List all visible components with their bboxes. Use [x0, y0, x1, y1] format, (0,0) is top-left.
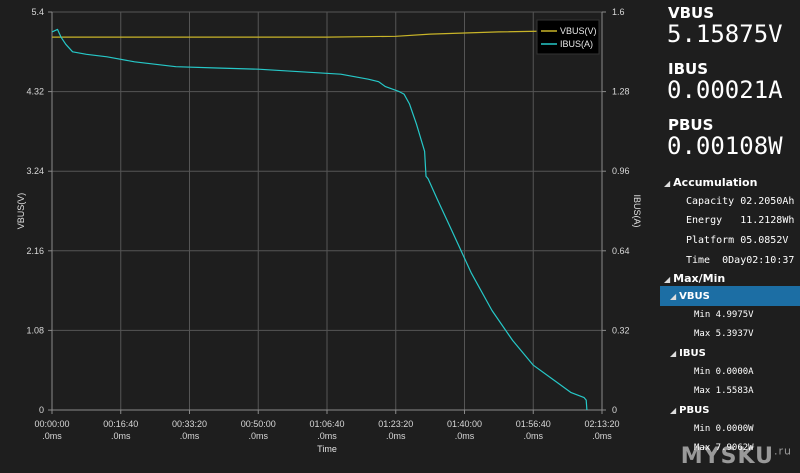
x-tick-sublabel: .0ms [386, 431, 406, 441]
left-axis-ticks: 0 1.08 2.16 3.24 4.32 5.4 [26, 7, 52, 415]
maxmin-vbus-header[interactable]: ◢ VBUS [670, 291, 710, 302]
platform-value: 05.0852V [740, 235, 789, 246]
vbus-value: 5.15875V [667, 20, 783, 48]
chart-grid [52, 11, 603, 410]
maxmin-ibus-header[interactable]: ◢ IBUS [670, 348, 706, 359]
selected-row-highlight [660, 286, 800, 306]
right-axis-title: IBUS(A) [632, 194, 642, 227]
accumulation-title: Accumulation [673, 176, 758, 189]
x-tick-label: 00:50:00 [241, 419, 276, 429]
vbus-label: VBUS [668, 4, 715, 22]
x-tick-label: 00:16:40 [103, 419, 138, 429]
capacity-row: Capacity 02.2050Ah [686, 196, 794, 207]
left-tick-label: 0 [39, 405, 44, 415]
x-tick-label: 00:33:20 [172, 419, 207, 429]
pbus-value: 0.00108W [667, 132, 783, 160]
maxmin-ibus-title: IBUS [679, 348, 706, 359]
platform-row: Platform 05.0852V [686, 235, 788, 246]
accumulation-header[interactable]: ◢ Accumulation [664, 176, 757, 189]
maxmin-pbus-header[interactable]: ◢ PBUS [670, 405, 709, 416]
chart: 0 1.08 2.16 3.24 4.32 5.4 0 0.32 0.64 0.96 1.28 1.… [16, 7, 642, 454]
x-tick-sublabel: .0ms [42, 431, 62, 441]
x-tick-label: 01:56:40 [516, 419, 551, 429]
chart-series [51, 28, 589, 411]
maxmin-header[interactable]: ◢ Max/Min [664, 272, 725, 285]
x-tick-sublabel: .0ms [455, 431, 475, 441]
left-tick-label: 5.4 [31, 7, 44, 17]
ibus-max: Max 1.5583A [694, 386, 754, 396]
right-tick-label: 1.6 [612, 7, 625, 17]
x-tick-label: 01:06:40 [309, 419, 344, 429]
pbus-max: Max 7.9062W [694, 443, 754, 453]
x-axis-title: Time [317, 444, 337, 454]
vbus-series-line [52, 29, 589, 38]
time-value: 0Day02:10:37 [722, 255, 795, 266]
ibus-value: 0.00021A [667, 76, 783, 104]
x-axis-ticks: 00:00:00 .0ms 00:16:40 .0ms 00:33:20 .0ms 00:5… [34, 410, 620, 441]
time-row: Time 0Day02:10:37 [686, 255, 794, 266]
capacity-value: 02.2050Ah [740, 196, 795, 207]
vbus-max: Max 5.3937V [694, 329, 754, 339]
chart-legend[interactable]: VBUS(V) IBUS(A) [536, 19, 600, 55]
watermark-suffix: .ru [774, 444, 792, 458]
x-tick-label: 02:13:20 [584, 419, 619, 429]
left-tick-label: 3.24 [26, 166, 44, 176]
x-tick-sublabel: .0ms [248, 431, 268, 441]
x-tick-label: 01:23:20 [378, 419, 413, 429]
x-tick-sublabel: .0ms [111, 431, 131, 441]
energy-row: Energy 11.2128Wh [686, 215, 794, 226]
platform-label: Platform [686, 235, 735, 246]
legend-label-ibus: IBUS(A) [560, 39, 593, 49]
x-tick-sublabel: .0ms [592, 431, 612, 441]
left-tick-label: 1.08 [26, 325, 44, 335]
right-tick-label: 1.28 [612, 87, 630, 97]
ibus-series-line [51, 28, 588, 411]
x-tick-sublabel: .0ms [523, 431, 543, 441]
vbus-min: Min 4.9975V [694, 310, 754, 320]
time-label: Time [686, 255, 711, 266]
collapse-triangle-icon: ◢ [670, 292, 677, 301]
maxmin-title: Max/Min [673, 272, 726, 285]
x-tick-label: 00:00:00 [34, 419, 69, 429]
right-axis-ticks: 0 0.32 0.64 0.96 1.28 1.6 [602, 7, 630, 415]
watermark: MYSKU.ru [681, 444, 792, 469]
right-tick-label: 0.64 [612, 246, 630, 256]
energy-value: 11.2128Wh [740, 215, 795, 226]
collapse-triangle-icon: ◢ [664, 179, 671, 188]
watermark-text: MYSKU [680, 444, 774, 469]
right-tick-label: 0.32 [612, 325, 630, 335]
maxmin-pbus-title: PBUS [679, 405, 710, 416]
readout-panel: VBUS 5.15875V IBUS 0.00021A PBUS 0.00108… [660, 0, 800, 473]
pbus-min: Min 0.0000W [694, 424, 754, 434]
collapse-triangle-icon: ◢ [670, 349, 677, 358]
left-tick-label: 4.32 [26, 87, 44, 97]
x-tick-sublabel: .0ms [180, 431, 200, 441]
capacity-label: Capacity [686, 196, 735, 207]
collapse-triangle-icon: ◢ [664, 275, 671, 284]
ibus-label: IBUS [668, 60, 708, 78]
pbus-label: PBUS [668, 116, 714, 134]
legend-label-vbus: VBUS(V) [560, 26, 597, 36]
left-tick-label: 2.16 [26, 246, 44, 256]
right-tick-label: 0.96 [612, 166, 630, 176]
left-axis-title: VBUS(V) [16, 193, 26, 230]
energy-label: Energy [686, 215, 723, 226]
maxmin-vbus-title: VBUS [679, 291, 710, 302]
x-tick-sublabel: .0ms [317, 431, 337, 441]
ibus-min: Min 0.0000A [694, 367, 754, 377]
right-tick-label: 0 [612, 405, 617, 415]
x-tick-label: 01:40:00 [447, 419, 482, 429]
collapse-triangle-icon: ◢ [670, 406, 677, 415]
